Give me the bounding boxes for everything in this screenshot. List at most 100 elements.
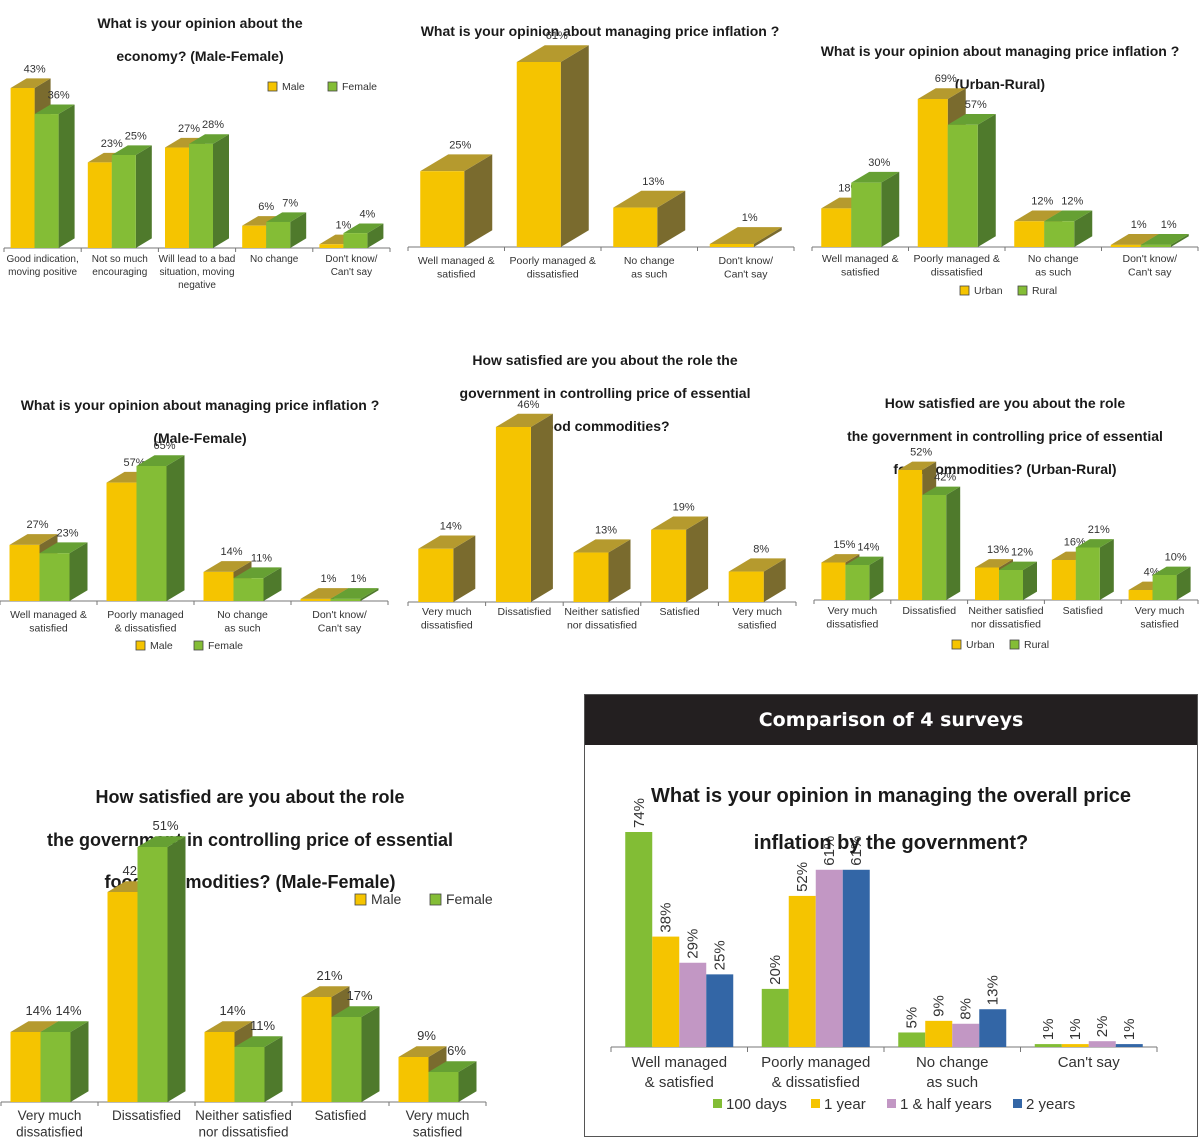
data-label: 12% — [1061, 195, 1083, 207]
legend-swatch — [959, 285, 970, 296]
legend-label: Urban — [974, 285, 1003, 297]
bar-top — [917, 88, 966, 99]
data-label: 15% — [833, 539, 855, 551]
category-label: Very much — [732, 606, 782, 618]
legend-label: Urban — [966, 639, 995, 651]
bar-side — [753, 227, 782, 247]
category-label: Well managed — [631, 1054, 727, 1071]
bar-top — [9, 534, 58, 545]
bar — [842, 869, 870, 1047]
bar-side — [263, 567, 282, 601]
data-label: 1% — [1067, 1018, 1084, 1040]
bar — [788, 895, 816, 1047]
bar-top — [189, 134, 229, 144]
bar — [706, 974, 734, 1047]
category-label: as such — [224, 623, 260, 635]
legend-swatch — [887, 1099, 896, 1108]
category-label: nor dissatisfied — [198, 1125, 288, 1140]
category-label: nor dissatisfied — [971, 619, 1041, 631]
bar — [516, 62, 561, 247]
category-label: Satisfied — [315, 1108, 367, 1123]
bar — [652, 936, 680, 1047]
data-label: 51% — [152, 818, 178, 833]
bar-top — [10, 78, 51, 88]
bar-side — [530, 413, 553, 602]
bar — [330, 598, 361, 601]
chart-title: What is your opinion in managing the ove… — [650, 784, 1132, 854]
data-label: 14% — [219, 1003, 245, 1018]
data-label: 13% — [595, 524, 617, 536]
category-label: Good indication, — [6, 254, 78, 265]
bar — [898, 1032, 926, 1047]
category-label: as such — [926, 1074, 978, 1091]
data-label: 1% — [335, 220, 351, 232]
chart-plot: 43% 36% Good indication, moving positive 23%… — [3, 63, 391, 291]
legend-label: Female — [208, 640, 243, 652]
category-label: Well managed & — [822, 253, 899, 265]
bar — [947, 124, 978, 247]
data-label: 42% — [934, 472, 956, 484]
bar-side — [367, 223, 384, 248]
data-label: 65% — [153, 440, 175, 452]
bar-top — [1110, 234, 1159, 245]
bar-top — [1075, 539, 1114, 548]
data-label: 28% — [202, 119, 224, 131]
bar-top — [495, 413, 553, 427]
bar-top — [10, 1021, 59, 1032]
category-label: Don't know/ — [1122, 253, 1177, 265]
data-label: 1% — [351, 573, 367, 585]
data-label: 20% — [767, 955, 784, 985]
bar — [999, 570, 1023, 600]
bar — [1014, 221, 1045, 247]
category-label: Dissatisfied — [112, 1108, 181, 1123]
bar — [1088, 1041, 1116, 1047]
bar-top — [1140, 234, 1189, 245]
bar-side — [1176, 566, 1191, 600]
legend-swatch — [1013, 1099, 1022, 1108]
bar — [1140, 244, 1171, 247]
bar-side — [881, 171, 900, 247]
category-label: Poorly managed & — [510, 255, 596, 267]
data-label: 19% — [673, 502, 695, 514]
legend-swatch — [1009, 639, 1020, 650]
bar-top — [331, 1006, 380, 1017]
data-label: 25% — [712, 940, 729, 970]
category-label: Don't know/ — [325, 254, 377, 265]
bar-top — [203, 561, 252, 572]
data-label: 57% — [965, 99, 987, 111]
bar — [204, 1032, 235, 1102]
bar — [975, 567, 999, 600]
bar — [136, 466, 167, 601]
bar-top — [1152, 566, 1191, 575]
chart-food-male-female: How satisfied are you about the role the… — [0, 760, 500, 1140]
bar — [851, 182, 882, 247]
data-label: 29% — [685, 929, 702, 959]
category-label: Don't know/ — [312, 609, 367, 621]
chart-plot: 18%30%Well managed &satisfied69%57%Poorl… — [811, 73, 1199, 297]
bar-side — [977, 113, 996, 247]
bar-side — [608, 539, 631, 602]
category-label: Can't say — [318, 623, 362, 635]
bar-side — [361, 1006, 380, 1102]
data-label: 61% — [546, 30, 568, 42]
category-label: satisfied — [841, 267, 880, 279]
data-label: 52% — [794, 862, 811, 892]
chart-plot: 15% 14% Very much dissatisfied 52% 42% Dissati… — [813, 447, 1199, 651]
chart-plot: 25% Well managed & satisfied 61% Poorly mana… — [407, 30, 795, 281]
data-label: 17% — [346, 988, 372, 1003]
bar-side — [686, 516, 709, 602]
legend-label: Female — [446, 891, 493, 907]
bar — [106, 482, 137, 601]
bar — [165, 147, 189, 248]
bar-side — [135, 145, 152, 248]
chart-title: What is your opinion about managing pric… — [420, 22, 780, 39]
category-label: Very much — [18, 1108, 82, 1123]
chart-economy-male-female: What is your opinion about the economy? … — [0, 0, 400, 300]
data-label: 1% — [742, 212, 758, 224]
data-label: 27% — [178, 123, 200, 135]
category-label: satisfied — [437, 269, 476, 281]
chart-title: What is your opinion about managing pric… — [820, 42, 1180, 92]
legend-label: Male — [150, 640, 173, 652]
bar — [917, 99, 948, 247]
category-label: Not so much — [92, 254, 148, 265]
